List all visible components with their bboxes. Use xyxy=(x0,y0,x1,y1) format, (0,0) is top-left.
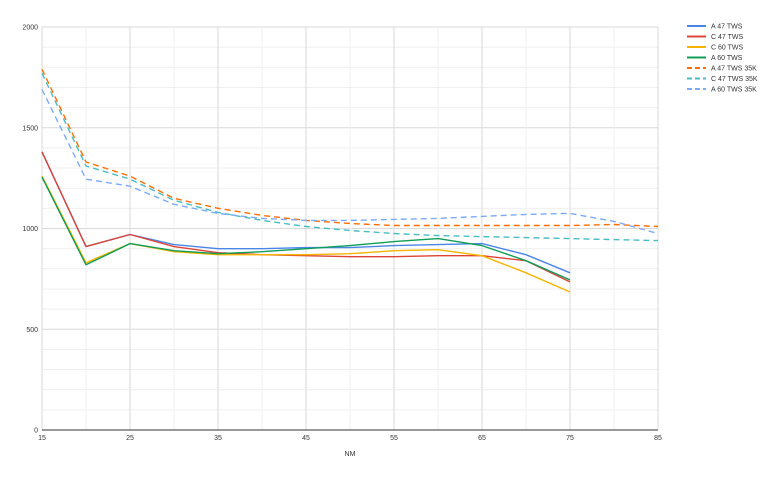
x-tick-label: 25 xyxy=(126,435,134,442)
series-line-a-60-tws-35k xyxy=(41,89,659,235)
x-tick-label: 75 xyxy=(566,435,574,442)
x-tick-label: 65 xyxy=(478,435,486,442)
y-tick-label: 2000 xyxy=(22,25,38,32)
x-tick-label: 85 xyxy=(654,435,662,442)
series-line-a-47-tws-35k xyxy=(41,68,659,228)
y-tick-label: 0 xyxy=(34,428,38,435)
y-tick-label: 500 xyxy=(26,327,38,334)
x-tick-label: 45 xyxy=(302,435,310,442)
legend-label: C 47 TWS xyxy=(711,34,743,41)
legend-label: A 60 TWS xyxy=(711,55,743,62)
legend-label: C 47 TWS 35K xyxy=(711,76,758,83)
x-tick-label: 15 xyxy=(38,435,46,442)
x-tick-label: 55 xyxy=(390,435,398,442)
legend-label: A 47 TWS 35K xyxy=(711,66,757,73)
series-line-c-47-tws-35k xyxy=(41,72,659,242)
series-line-a-60-tws xyxy=(41,176,571,281)
y-tick-label: 1000 xyxy=(22,226,38,233)
y-tick-label: 1500 xyxy=(22,125,38,132)
legend-label: C 60 TWS xyxy=(711,45,743,52)
series-lines xyxy=(41,68,659,293)
tick-labels: 15 25 35 45 55 65 75 85 0 500 1000 1500 2000 xyxy=(22,25,662,443)
legend-label: A 47 TWS xyxy=(711,24,743,31)
grid xyxy=(41,26,659,431)
legend: A 47 TWS C 47 TWS C 60 TWS A 60 TWS A 47 TWS… xyxy=(687,24,758,94)
x-tick-label: 35 xyxy=(214,435,222,442)
x-axis-title: NM xyxy=(345,451,356,458)
legend-label: A 60 TWS 35K xyxy=(711,87,757,94)
